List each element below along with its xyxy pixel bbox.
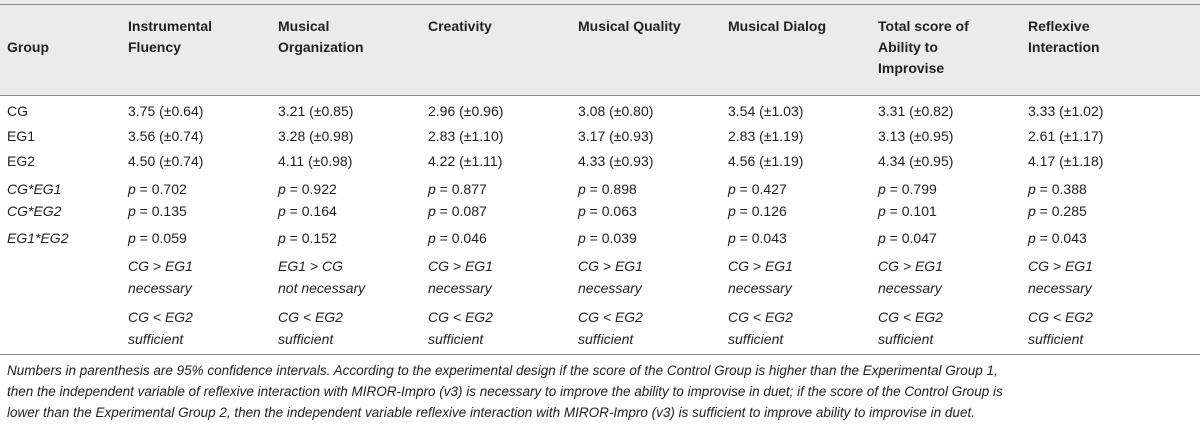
conclusion-cell: CG > EG1	[878, 258, 943, 274]
table-cell: 4.50 (±0.74)	[128, 153, 204, 169]
conclusion-cell: sufficient	[878, 331, 934, 347]
table-cell: p = 0.877	[428, 181, 487, 197]
table-cell: 2.83 (±1.10)	[428, 128, 504, 144]
table-cell: p = 0.702	[128, 181, 187, 197]
column-header: Instrumental	[128, 18, 213, 34]
row-group-label: EG1*EG2	[7, 230, 69, 246]
conclusion-cell: CG < EG2	[728, 309, 793, 325]
conclusion-cell: CG > EG1	[728, 258, 793, 274]
column-header: Ability to	[878, 39, 938, 55]
table-cell: 3.28 (±0.98)	[278, 128, 354, 144]
conclusion-cell: sufficient	[128, 331, 184, 347]
row-group-label: CG	[7, 103, 28, 119]
table-cell: 3.31 (±0.82)	[878, 103, 954, 119]
conclusion-cell: CG < EG2	[278, 309, 343, 325]
table-cell: 3.56 (±0.74)	[128, 128, 204, 144]
column-header: Improvise	[878, 60, 945, 76]
table-cell: p = 0.059	[128, 230, 187, 246]
conclusion-cell: CG < EG2	[1028, 309, 1093, 325]
column-header: Reflexive	[1028, 18, 1090, 34]
table-cell: p = 0.039	[578, 230, 637, 246]
row-group-label: CG*EG1	[7, 181, 62, 197]
table-top-rule	[0, 4, 1200, 5]
table-cell: 4.56 (±1.19)	[728, 153, 804, 169]
table-cell: 4.22 (±1.11)	[428, 153, 503, 169]
table-cell: p = 0.047	[878, 230, 937, 246]
conclusion-cell: CG > EG1	[428, 258, 493, 274]
row-group-label: EG2	[7, 153, 36, 169]
footnote-line: lower than the Experimental Group 2, the…	[7, 405, 975, 420]
conclusion-cell: necessary	[878, 280, 942, 296]
table-cell: 4.33 (±0.93)	[578, 153, 654, 169]
table-cell: p = 0.101	[878, 203, 937, 219]
conclusion-cell: necessary	[728, 280, 792, 296]
table-cell: 3.08 (±0.80)	[578, 103, 654, 119]
row-group-label: CG*EG2	[7, 203, 62, 219]
table-cell: p = 0.043	[1028, 230, 1087, 246]
conclusion-cell: CG > EG1	[1028, 258, 1093, 274]
table-cell: p = 0.388	[1028, 181, 1087, 197]
table-cell: 2.83 (±1.19)	[728, 128, 804, 144]
table-cell: p = 0.285	[1028, 203, 1087, 219]
conclusion-cell: EG1 > CG	[278, 258, 343, 274]
column-header: Organization	[278, 39, 364, 55]
table-cell: p = 0.087	[428, 203, 487, 219]
table-cell: 2.96 (±0.96)	[428, 103, 504, 119]
table-cell: p = 0.152	[278, 230, 337, 246]
table-header-background	[0, 0, 1200, 95]
table-cell: 4.34 (±0.95)	[878, 153, 954, 169]
conclusion-cell: necessary	[428, 280, 492, 296]
conclusion-cell: sufficient	[1028, 331, 1084, 347]
table-cell: p = 0.063	[578, 203, 637, 219]
conclusion-cell: CG < EG2	[878, 309, 943, 325]
conclusion-cell: necessary	[578, 280, 642, 296]
column-header: Creativity	[428, 18, 492, 34]
conclusion-cell: CG < EG2	[578, 309, 643, 325]
table-cell: p = 0.126	[728, 203, 787, 219]
table-cell: p = 0.135	[128, 203, 187, 219]
table-footnote: Numbers in parenthesis are 95% confidenc…	[7, 360, 1195, 423]
table-cell: 4.17 (±1.18)	[1028, 153, 1104, 169]
column-header: Musical Quality	[578, 18, 681, 34]
table-cell: p = 0.164	[278, 203, 337, 219]
table-cell: 3.13 (±0.95)	[878, 128, 954, 144]
conclusion-cell: CG > EG1	[128, 258, 193, 274]
table-cell: 3.21 (±0.85)	[278, 103, 354, 119]
column-header: Musical Dialog	[728, 18, 827, 34]
table-header-rule	[0, 95, 1200, 96]
conclusion-cell: sufficient	[578, 331, 634, 347]
table-cell: p = 0.427	[728, 181, 787, 197]
table-cell: p = 0.043	[728, 230, 787, 246]
conclusion-cell: sufficient	[728, 331, 784, 347]
table-cell: 3.54 (±1.03)	[728, 103, 804, 119]
conclusion-cell: necessary	[1028, 280, 1092, 296]
footnote-line: Numbers in parenthesis are 95% confidenc…	[7, 363, 998, 378]
conclusion-cell: CG < EG2	[128, 309, 193, 325]
conclusion-cell: sufficient	[428, 331, 484, 347]
table-cell: 3.75 (±0.64)	[128, 103, 204, 119]
conclusion-cell: sufficient	[278, 331, 334, 347]
conclusion-cell: CG < EG2	[428, 309, 493, 325]
group-column-header: Group	[7, 39, 49, 55]
table-cell: p = 0.922	[278, 181, 337, 197]
footnote-line: then the independent variable of reflexi…	[7, 384, 1003, 399]
table-cell: 4.11 (±0.98)	[278, 153, 353, 169]
table-bottom-rule	[0, 354, 1200, 355]
row-group-label: EG1	[7, 128, 36, 144]
table-cell: p = 0.046	[428, 230, 487, 246]
table-cell: p = 0.898	[578, 181, 637, 197]
conclusion-cell: CG > EG1	[578, 258, 643, 274]
column-header: Interaction	[1028, 39, 1100, 55]
table-cell: 3.33 (±1.02)	[1028, 103, 1104, 119]
table-cell: 3.17 (±0.93)	[578, 128, 654, 144]
conclusion-cell: necessary	[128, 280, 192, 296]
column-header: Musical	[278, 18, 330, 34]
column-header: Fluency	[128, 39, 181, 55]
column-header: Total score of	[878, 18, 969, 34]
table-cell: p = 0.799	[878, 181, 937, 197]
conclusion-cell: not necessary	[278, 280, 366, 296]
table-cell: 2.61 (±1.17)	[1028, 128, 1104, 144]
